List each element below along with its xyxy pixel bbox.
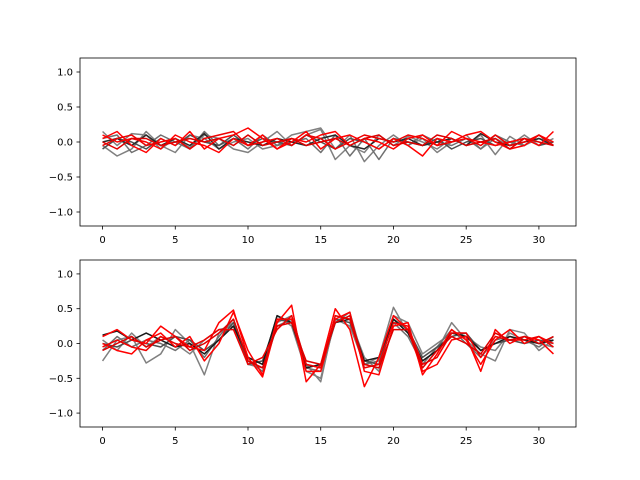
x-tick-label: 25 [460, 235, 473, 246]
x-tick-label: 10 [242, 436, 255, 447]
y-tick-label: 0.0 [57, 138, 73, 149]
x-tick-label: 10 [242, 235, 255, 246]
x-tick-label: 30 [533, 436, 546, 447]
x-tick-label: 0 [99, 436, 105, 447]
y-tick-label: 0.5 [57, 304, 73, 315]
y-tick-label: 1.0 [57, 269, 73, 280]
y-tick-label: −1.0 [49, 409, 73, 420]
bottom-subplot: 0 5 10 15 20 25 30 −1.0 −0.5 0.0 0.5 1.0 [49, 259, 577, 447]
top-subplot: 0 5 10 15 20 25 30 −1.0 −0.5 0.0 0.5 1.0 [49, 57, 577, 246]
y-tick-label: 1.0 [57, 68, 73, 79]
x-tick-label: 15 [314, 235, 327, 246]
y-tick-label: −0.5 [49, 173, 73, 184]
series-line-5 [102, 127, 554, 154]
x-tick-label: 5 [172, 235, 178, 246]
series-line-8 [102, 314, 554, 369]
y-tick-label: −1.0 [49, 208, 73, 219]
series-line-8 [102, 134, 554, 150]
series-line-7 [102, 130, 554, 150]
x-tick-label: 15 [314, 436, 327, 447]
x-tick-label: 30 [533, 235, 546, 246]
x-tick-label: 5 [172, 436, 178, 447]
y-tick-label: 0.5 [57, 103, 73, 114]
x-tick-label: 20 [387, 436, 400, 447]
x-tick-label: 0 [99, 235, 105, 246]
x-tick-label: 25 [460, 436, 473, 447]
x-tick-label: 20 [387, 235, 400, 246]
y-tick-label: −0.5 [49, 374, 73, 385]
y-tick-label: 0.0 [57, 339, 73, 350]
